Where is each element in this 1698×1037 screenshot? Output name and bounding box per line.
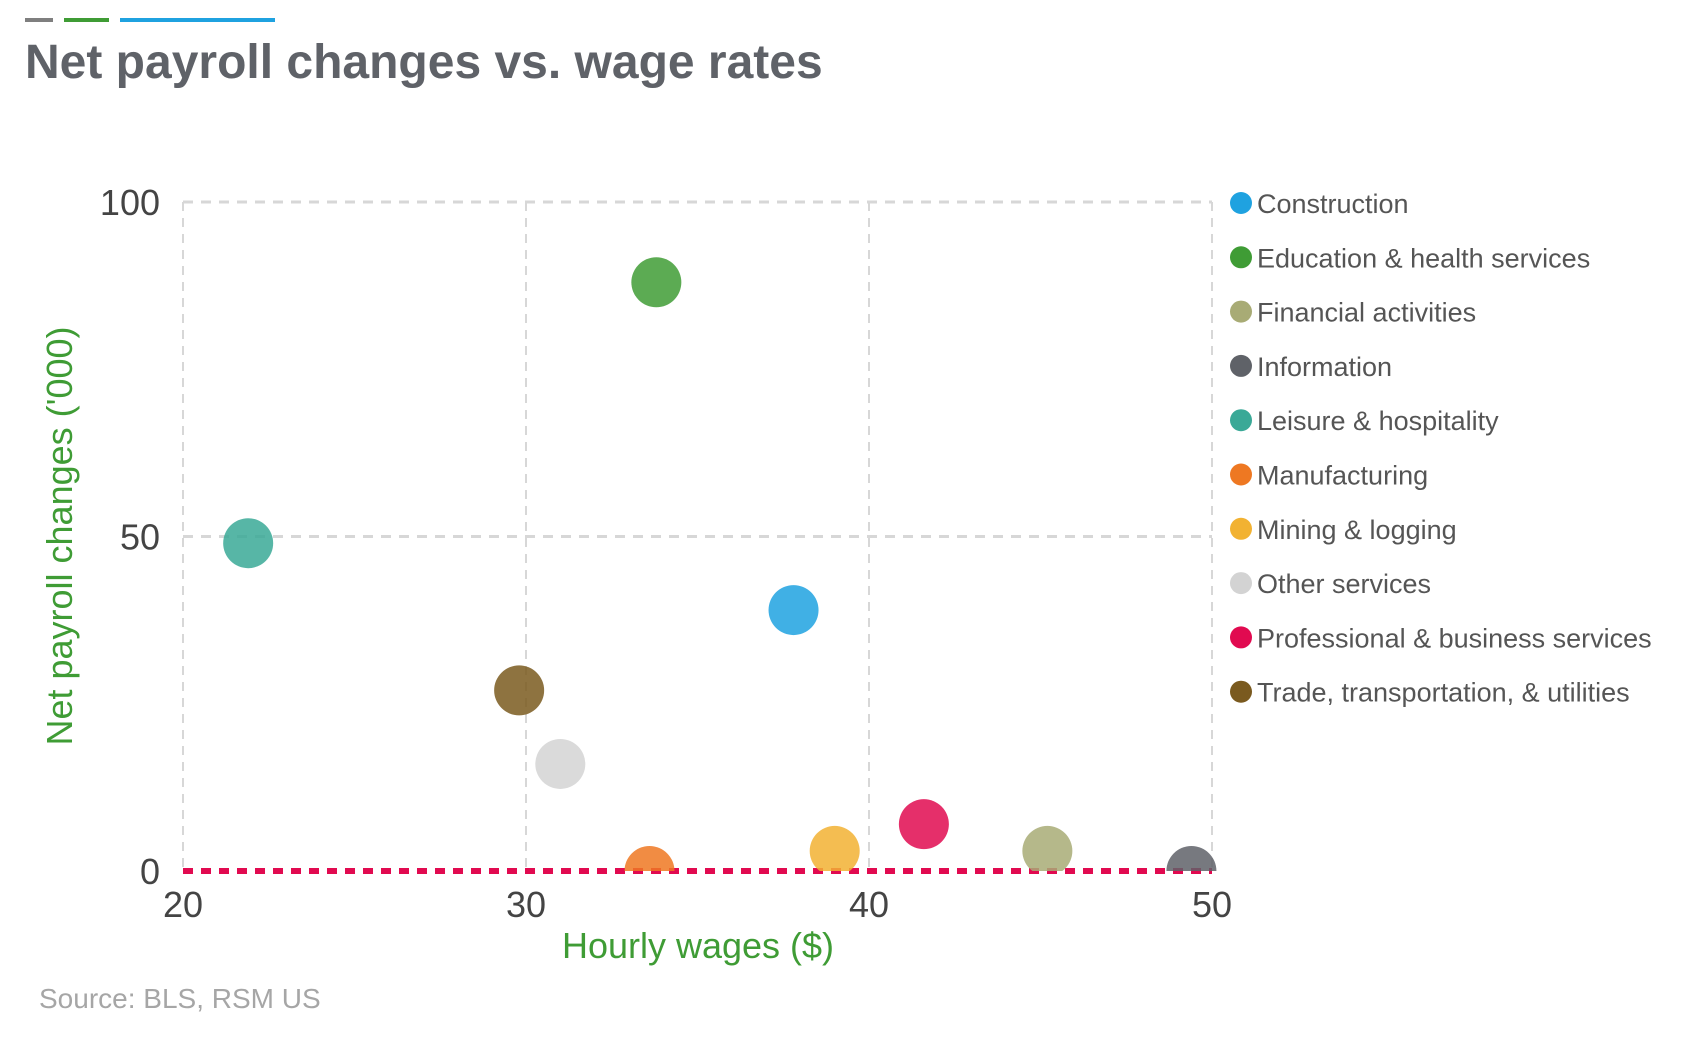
- legend-item: Professional & business services: [1230, 623, 1652, 653]
- x-tick-label: 30: [506, 884, 546, 925]
- legend-marker: [1230, 354, 1252, 377]
- y-tick-label: 0: [140, 851, 160, 892]
- legend-item: Trade, transportation, & utilities: [1230, 678, 1630, 708]
- data-point: [1022, 825, 1073, 871]
- legend-label: Trade, transportation, & utilities: [1257, 678, 1630, 708]
- legend-label: Information: [1257, 352, 1392, 382]
- legend-label: Leisure & hospitality: [1257, 406, 1499, 436]
- x-axis-ticks: 20 30 40 50: [163, 884, 1232, 925]
- accent-bar: [25, 18, 53, 22]
- y-tick-label: 50: [120, 517, 160, 558]
- data-point: [223, 518, 274, 569]
- data-point: [494, 665, 545, 716]
- legend-label: Professional & business services: [1257, 623, 1652, 653]
- x-axis-label: Hourly wages ($): [562, 925, 834, 966]
- legend-label: Manufacturing: [1257, 461, 1428, 491]
- legend-item: Leisure & hospitality: [1230, 406, 1499, 436]
- legend-item: Education & health services: [1230, 243, 1590, 273]
- data-point: [809, 825, 860, 871]
- data-point: [535, 738, 586, 789]
- legend-marker: [1230, 626, 1252, 649]
- data-point: [624, 846, 675, 871]
- legend-label: Mining & logging: [1257, 515, 1457, 545]
- legend-marker: [1230, 680, 1252, 703]
- source-note: Source: BLS, RSM US: [39, 983, 321, 1014]
- legend-item: Construction: [1230, 189, 1409, 219]
- legend-marker: [1230, 300, 1252, 323]
- legend-label: Other services: [1257, 569, 1431, 599]
- legend-marker: [1230, 463, 1252, 486]
- x-tick-label: 40: [849, 884, 889, 925]
- data-point: [768, 585, 819, 636]
- header-accent-bars: [25, 18, 275, 22]
- legend-label: Financial activities: [1257, 298, 1476, 328]
- accent-bar: [64, 18, 109, 22]
- legend-label: Education & health services: [1257, 243, 1590, 273]
- legend-marker: [1230, 192, 1252, 214]
- x-tick-label: 20: [163, 884, 203, 925]
- data-point: [1166, 846, 1217, 871]
- y-tick-label: 100: [100, 182, 160, 223]
- legend-marker: [1230, 246, 1252, 269]
- y-axis-label: Net payroll changes ('000): [39, 326, 80, 745]
- legend-marker: [1230, 572, 1252, 595]
- data-points: [223, 257, 1217, 871]
- legend: Construction Education & health services F…: [1230, 189, 1652, 708]
- legend-item: Financial activities: [1230, 298, 1476, 328]
- data-point: [631, 257, 682, 308]
- legend-item: Information: [1230, 352, 1392, 382]
- legend-item: Mining & logging: [1230, 515, 1457, 545]
- legend-item: Other services: [1230, 569, 1431, 599]
- legend-item: Manufacturing: [1230, 461, 1428, 491]
- data-point: [898, 799, 949, 850]
- x-tick-label: 50: [1192, 884, 1232, 925]
- legend-marker: [1230, 409, 1252, 432]
- accent-bar: [120, 18, 275, 22]
- chart-title: Net payroll changes vs. wage rates: [25, 36, 823, 89]
- plot-grid: [182, 200, 1213, 871]
- legend-label: Construction: [1257, 189, 1409, 219]
- legend-marker: [1230, 517, 1252, 540]
- y-axis-ticks: 0 50 100: [100, 182, 160, 892]
